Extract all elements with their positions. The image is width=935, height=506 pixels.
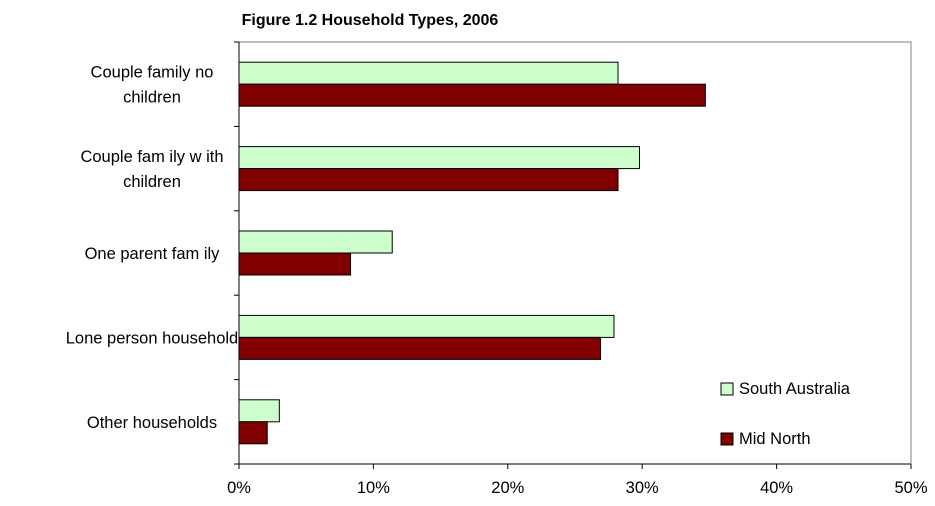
category-label: children [123, 89, 181, 107]
bar-mid-north [238, 336, 602, 360]
bar-mid-north [238, 421, 268, 445]
x-tick-label: 40% [760, 479, 793, 497]
legend: South Australia Mid North [720, 380, 851, 448]
legend-label-south-australia: South Australia [739, 380, 851, 398]
legend-swatch-south-australia [720, 382, 734, 396]
bar-mid-north [238, 168, 619, 192]
category-label: Couple fam ily w ith [80, 148, 223, 166]
x-tick-label: 50% [894, 479, 927, 497]
bar-mid-north [238, 83, 706, 107]
category-labels: Couple family no children Couple fam ily w… [66, 64, 238, 432]
category-label: Other households [87, 414, 217, 432]
x-tick-label: 30% [626, 479, 659, 497]
legend-label-mid-north: Mid North [739, 430, 811, 448]
category-label: children [123, 173, 181, 191]
bar-south-australia [238, 61, 619, 85]
x-tick-label: 10% [357, 479, 390, 497]
x-tick-label: 0% [227, 479, 251, 497]
bar-south-australia [238, 146, 641, 170]
bar-south-australia [238, 314, 615, 338]
category-label: Lone person household [66, 329, 238, 347]
y-axis [234, 41, 240, 465]
bar-mid-north [238, 252, 352, 276]
bars [238, 61, 706, 445]
category-label: One parent fam ily [85, 245, 221, 263]
x-axis: 0% 10% 20% 30% 40% 50% [227, 463, 928, 497]
x-tick-label: 20% [491, 479, 524, 497]
category-label: Couple family no [91, 64, 214, 82]
legend-swatch-mid-north [720, 432, 734, 446]
bar-south-australia [238, 230, 393, 254]
bar-south-australia [238, 399, 280, 423]
chart-title: Figure 1.2 Household Types, 2006 [242, 12, 499, 29]
